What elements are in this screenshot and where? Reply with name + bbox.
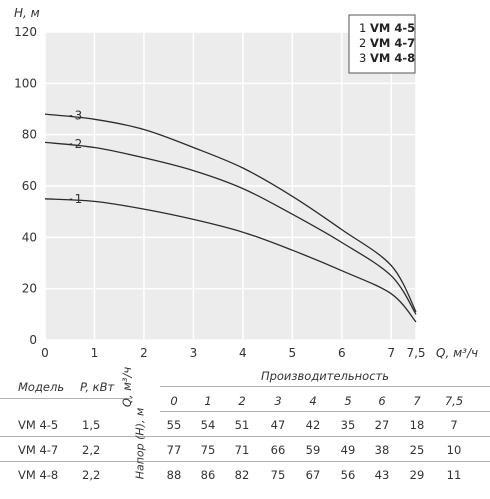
row-head-value: 88 <box>166 468 182 482</box>
row-head-value: 25 <box>409 443 425 457</box>
grid-lines <box>44 31 417 341</box>
row-head-value: 67 <box>305 468 321 482</box>
x-tick-label: 6 <box>338 346 346 360</box>
header-q-value: 4 <box>309 394 317 408</box>
row-head-value: 51 <box>234 418 250 432</box>
legend: 1 VM 4-52 VM 4-73 VM 4-8 <box>348 14 416 74</box>
row-head-value: 75 <box>200 443 216 457</box>
legend-entry: 2 VM 4-7 <box>359 36 415 50</box>
row-head-value: 11 <box>446 468 462 482</box>
x-tick-label: 7 <box>387 346 395 360</box>
table-rule <box>0 398 132 399</box>
y-tick-label: 100 <box>14 76 37 90</box>
header-model: Модель <box>18 380 65 394</box>
curve-number-label: 1 <box>75 192 83 206</box>
row-head-value: 82 <box>234 468 250 482</box>
row-head-value: 18 <box>409 418 425 432</box>
row-model: VM 4-5 <box>18 418 59 432</box>
legend-model: VM 4-8 <box>370 51 415 65</box>
x-tick-label: 1 <box>91 346 99 360</box>
curve-2 <box>44 141 417 315</box>
header-q-value: 7 <box>413 394 421 408</box>
row-head-value: 29 <box>409 468 425 482</box>
row-head-value: 75 <box>270 468 286 482</box>
y-tick-labels: 0 20 40 60 80 100 120 <box>14 25 37 347</box>
y-axis-title: H, м <box>14 6 40 20</box>
row-head-value: 66 <box>270 443 286 457</box>
row-power: 2,2 <box>82 443 101 457</box>
row-head-value: 7 <box>450 418 458 432</box>
curves: 1 2 3 <box>44 109 417 323</box>
y-tick-label: 20 <box>22 282 37 296</box>
legend-entry: 1 VM 4-5 <box>359 21 415 35</box>
row-head-value: 35 <box>340 418 356 432</box>
header-q-value: 6 <box>378 394 386 408</box>
legend-model: VM 4-7 <box>370 36 415 50</box>
y-tick-label: 60 <box>22 179 37 193</box>
header-q-value: 5 <box>344 394 352 408</box>
table-rule <box>0 436 490 437</box>
row-head-value: 77 <box>166 443 182 457</box>
row-head-value: 59 <box>305 443 321 457</box>
row-head-value: 71 <box>234 443 250 457</box>
legend-number: 1 <box>359 21 370 35</box>
legend-entry: 3 VM 4-8 <box>359 51 415 65</box>
row-head-value: 43 <box>374 468 390 482</box>
x-tick-label: 3 <box>190 346 198 360</box>
header-group: Производительность <box>260 369 390 383</box>
row-head-value: 86 <box>200 468 216 482</box>
table-rule <box>0 461 490 462</box>
header-q-value: 3 <box>274 394 282 408</box>
legend-number: 3 <box>359 51 370 65</box>
header-q-value: 7,5 <box>444 394 464 408</box>
table-rule <box>160 411 490 412</box>
row-model: VM 4-7 <box>18 443 59 457</box>
x-tick-label: 7,5 <box>406 346 425 360</box>
y-tick-label: 0 <box>29 333 37 347</box>
x-tick-labels: 0 1 2 3 4 5 6 7 7,5 <box>41 346 425 360</box>
row-head-value: 49 <box>340 443 356 457</box>
performance-table: Модель P, кВт Q, м³/ч Производительность 0 1 2… <box>0 366 490 490</box>
row-head-value: 47 <box>270 418 286 432</box>
table-rule <box>160 386 490 387</box>
y-tick-label: 40 <box>22 230 37 244</box>
row-model: VM 4-8 <box>18 468 59 482</box>
row-power: 2,2 <box>82 468 101 482</box>
header-power: P, кВт <box>80 380 115 394</box>
x-tick-label: 5 <box>289 346 297 360</box>
row-head-value: 54 <box>200 418 216 432</box>
legend-model: VM 4-5 <box>370 21 415 35</box>
row-head-value: 38 <box>374 443 390 457</box>
curve-1 <box>44 198 417 323</box>
x-tick-label: 2 <box>140 346 148 360</box>
row-head-value: 42 <box>305 418 321 432</box>
header-q: Q, м³/ч <box>120 366 134 408</box>
legend-number: 2 <box>359 36 370 50</box>
header-q-value: 0 <box>170 394 178 408</box>
y-tick-label: 80 <box>22 128 37 142</box>
legend-box <box>348 14 416 74</box>
header-head: Напор (H), м <box>133 407 147 480</box>
row-head-value: 56 <box>340 468 356 482</box>
row-head-value: 27 <box>374 418 390 432</box>
curve-number-label: 2 <box>75 137 83 151</box>
curve-3 <box>44 113 417 313</box>
curve-number-label: 3 <box>75 109 83 123</box>
row-head-value: 10 <box>446 443 462 457</box>
x-tick-label: 0 <box>41 346 49 360</box>
y-tick-label: 120 <box>14 25 37 39</box>
header-q-value: 1 <box>204 394 212 408</box>
row-power: 1,5 <box>82 418 101 432</box>
x-axis-title: Q, м³/ч <box>436 346 478 360</box>
header-q-value: 2 <box>238 394 246 408</box>
x-tick-label: 4 <box>239 346 247 360</box>
row-head-value: 55 <box>166 418 182 432</box>
